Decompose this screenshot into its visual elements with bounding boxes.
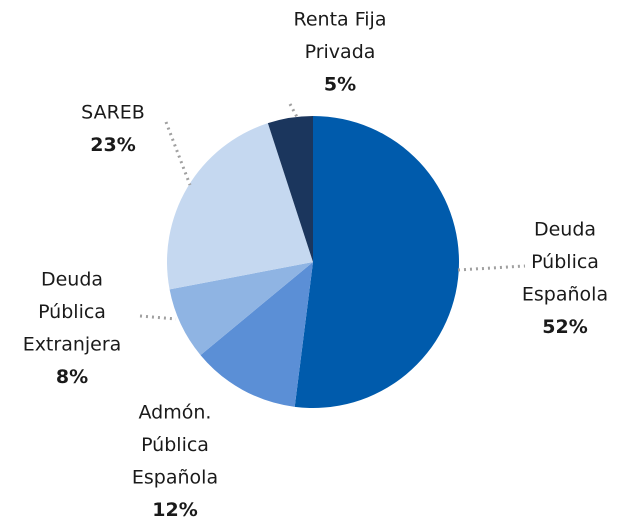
slice-label: Pública	[531, 251, 599, 273]
leader-line	[164, 121, 192, 186]
slice-label: Admón.	[139, 402, 212, 424]
leader-line	[139, 314, 177, 321]
slice-label: Pública	[38, 301, 106, 323]
slice-label: Española	[132, 467, 218, 489]
leader-line	[457, 264, 526, 272]
pie-slice	[200, 262, 313, 407]
leader-line	[288, 103, 299, 118]
pie-slice	[167, 123, 313, 290]
value-label: 12%	[152, 499, 197, 518]
value-label: 23%	[90, 134, 135, 156]
value-label: 5%	[324, 74, 356, 96]
pie-slice	[169, 262, 313, 356]
slice-label: Española	[522, 284, 608, 306]
slice-label: Deuda	[41, 269, 103, 291]
pie-slice	[267, 116, 313, 262]
slice-label: Deuda	[534, 219, 596, 241]
pie-slice	[294, 116, 459, 408]
slice-label: SAREB	[81, 102, 145, 124]
slice-label: Pública	[141, 434, 209, 456]
value-label: 52%	[542, 316, 587, 338]
value-label: 8%	[56, 366, 88, 388]
slice-label: Privada	[305, 41, 376, 63]
slice-label: Renta Fija	[294, 9, 387, 31]
slice-label: Extranjera	[23, 334, 122, 356]
